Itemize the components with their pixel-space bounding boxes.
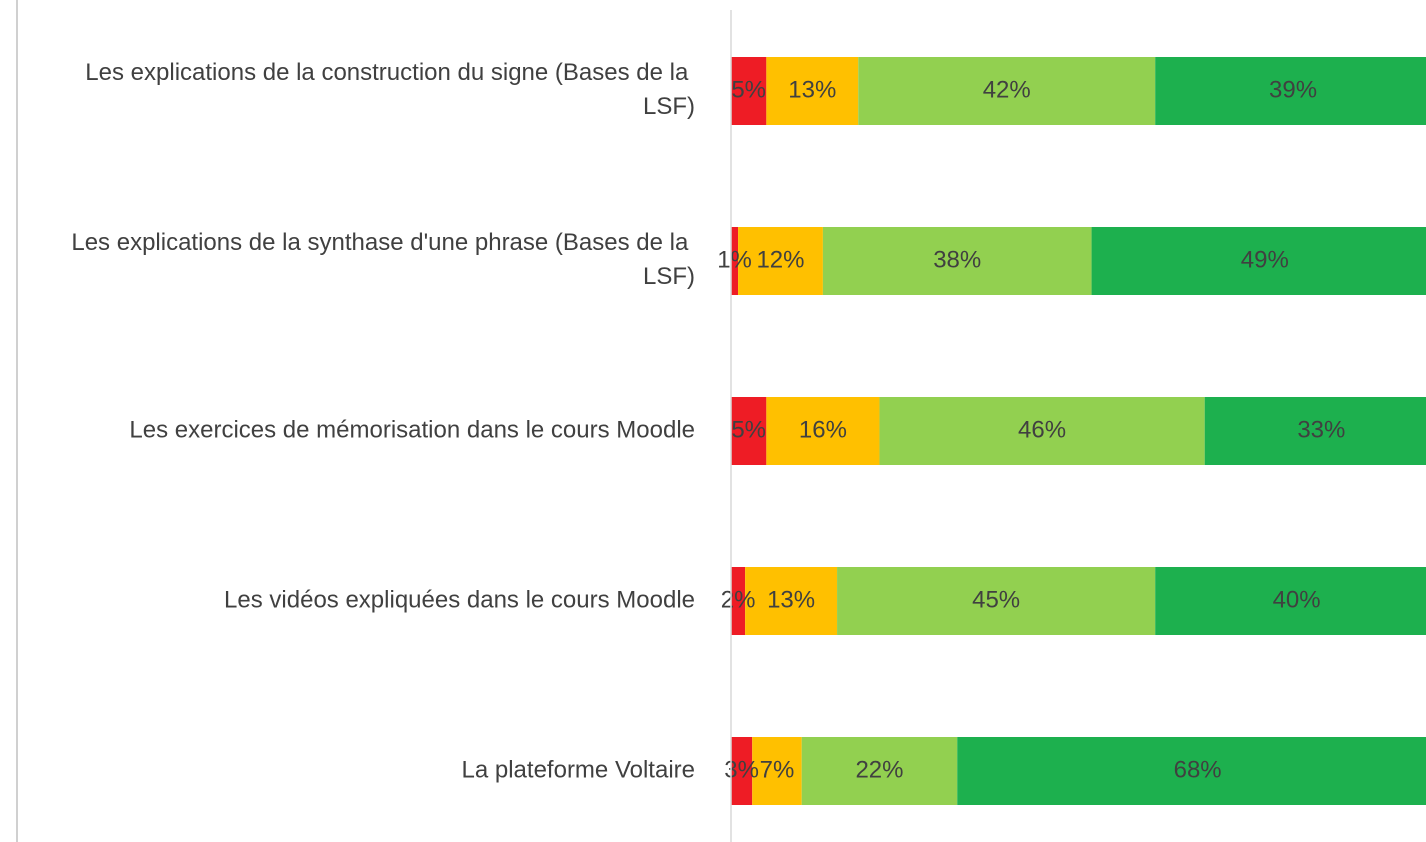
data-label: 2% [721, 586, 756, 613]
category-label: La plateforme Voltaire [462, 756, 695, 783]
bar-segment [1155, 57, 1426, 125]
data-label: 5% [731, 416, 766, 443]
data-label: 22% [855, 756, 903, 783]
data-label: 12% [756, 246, 804, 273]
bar-segment [745, 567, 838, 635]
bar-segment [731, 737, 753, 805]
bar-segment [738, 227, 823, 295]
bar-segment [801, 737, 958, 805]
bar-segment [731, 567, 746, 635]
data-label: 38% [933, 246, 981, 273]
bar-segment [731, 397, 767, 465]
bar-segment [957, 737, 1426, 805]
category-label: Les vidéos expliquées dans le cours Mood… [224, 586, 695, 613]
bar-segment [858, 57, 1156, 125]
data-label: 39% [1269, 76, 1317, 103]
category-label: Les exercices de mémorisation dans le co… [129, 416, 695, 443]
category-label: Les explications de la construction du s… [85, 59, 695, 120]
data-label: 42% [983, 76, 1031, 103]
bar-segment [731, 57, 767, 125]
bar-segment [822, 227, 1092, 295]
bar-segment [752, 737, 802, 805]
category-label: Les explications de la synthase d'une ph… [71, 229, 695, 290]
bar-segment [1091, 227, 1426, 295]
bar-segment [1155, 567, 1426, 635]
data-label: 33% [1297, 416, 1345, 443]
data-label: 40% [1273, 586, 1321, 613]
data-label: 5% [731, 76, 766, 103]
data-label: 3% [724, 756, 759, 783]
bar-segment [766, 397, 880, 465]
data-label: 7% [760, 756, 795, 783]
bar-segment [731, 227, 739, 295]
data-label: 13% [788, 76, 836, 103]
bar-segment [879, 397, 1205, 465]
data-label: 49% [1241, 246, 1289, 273]
data-label: 46% [1018, 416, 1066, 443]
data-label: 13% [767, 586, 815, 613]
bar-segment [1204, 397, 1426, 465]
bar-segment [766, 57, 859, 125]
bar-segment [837, 567, 1156, 635]
data-label: 16% [799, 416, 847, 443]
data-label: 1% [717, 246, 752, 273]
data-label: 45% [972, 586, 1020, 613]
data-label: 68% [1174, 756, 1222, 783]
